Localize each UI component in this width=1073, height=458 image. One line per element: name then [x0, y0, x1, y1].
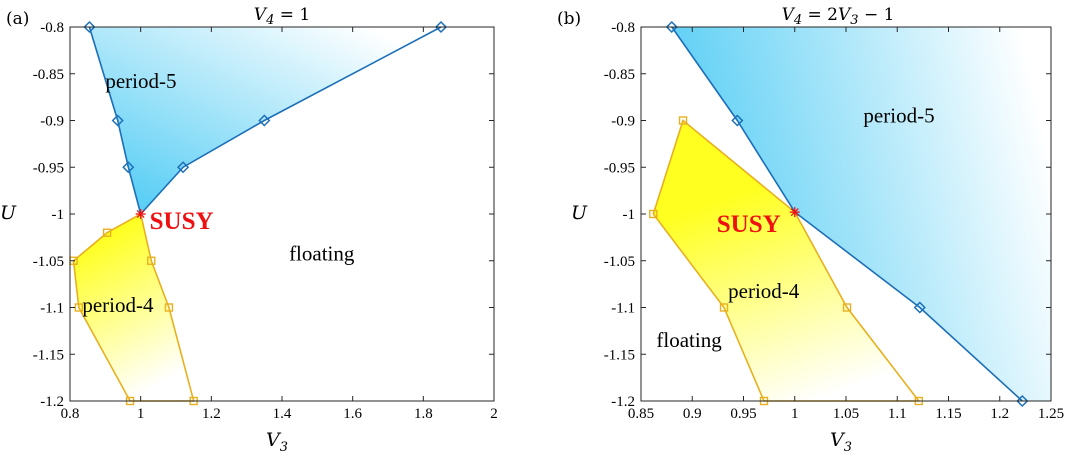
period-5-marker	[731, 114, 744, 127]
panel-title: V4 = 2V3 − 1	[782, 5, 895, 28]
x-tick-label: 1	[137, 406, 145, 422]
period-4-marker	[842, 303, 852, 312]
x-tick-label: 1.05	[833, 406, 859, 422]
period-4-label: period-4	[82, 293, 154, 317]
floating-label: floating	[656, 328, 722, 352]
x-tick-label: 1.6	[343, 406, 362, 422]
y-tick-label: -1	[623, 207, 636, 223]
x-axis-label: V3	[830, 429, 852, 455]
period-5-marker	[177, 161, 190, 174]
period-4-marker	[74, 303, 84, 312]
susy-point-marker	[789, 207, 800, 218]
x-tick-label: 1	[791, 406, 799, 422]
y-tick-label: -0.9	[40, 114, 64, 130]
susy-label: SUSY	[150, 208, 214, 235]
period-5-label: period-5	[105, 69, 176, 93]
period-4-marker	[102, 228, 112, 237]
x-tick-label: 1.4	[273, 406, 292, 422]
panel-letter: (b)	[557, 9, 581, 29]
x-tick-label: 1.2	[990, 406, 1009, 422]
panel-title: V4 = 1	[254, 5, 310, 28]
panel-b: period-5 period-4 SUSY floating 0.85 0.9 0.95 1…	[557, 5, 1064, 455]
y-axis-label: U	[571, 202, 588, 224]
x-tick-label: 1.15	[935, 406, 961, 422]
x-axis-label: V3	[266, 429, 288, 455]
period-4-label: period-4	[728, 279, 800, 303]
period-5-marker	[1016, 394, 1029, 408]
y-tick-label: -1.1	[611, 301, 635, 317]
period-4-region-fill	[73, 214, 194, 401]
floating-label: floating	[289, 241, 355, 265]
y-tick-label: -0.9	[611, 114, 635, 130]
x-tick-label: 0.95	[730, 406, 756, 422]
period-4-region-fill	[653, 120, 919, 401]
period-5-marker	[913, 301, 926, 314]
y-tick-label: -0.85	[604, 67, 635, 83]
period-5-label: period-5	[863, 103, 934, 127]
period-4-marker	[147, 256, 156, 265]
y-tick-label: -1.2	[40, 394, 64, 410]
x-tick-label: 1.8	[414, 406, 433, 422]
x-tick-label: 1.25	[1038, 406, 1064, 422]
y-tick-label: -0.95	[33, 160, 64, 176]
panel-a: period-5 period-4 SUSY floating 0.8 1 1.2 1.4 1.…	[0, 5, 498, 455]
susy-label: SUSY	[717, 211, 781, 238]
x-tick-label: 0.8	[61, 406, 80, 422]
y-tick-label: -1.15	[33, 347, 64, 363]
y-tick-label: -1	[52, 207, 65, 223]
period-5-marker	[122, 161, 135, 174]
y-tick-label: -1.1	[40, 301, 64, 317]
period-5-region-fill	[671, 27, 1051, 401]
period-4-marker	[164, 303, 174, 312]
period-5-marker	[258, 114, 271, 127]
y-tick-label: -1.2	[611, 394, 635, 410]
period-5-marker	[83, 20, 96, 34]
period-4-marker	[649, 209, 658, 219]
x-tick-label: 0.9	[683, 406, 702, 422]
y-tick-label: -0.95	[604, 160, 635, 176]
y-tick-label: -0.8	[40, 20, 64, 36]
x-tick-label: 0.85	[628, 406, 654, 422]
y-tick-label: -1.05	[33, 254, 64, 270]
period-5-marker	[665, 20, 678, 34]
period-5-marker	[111, 114, 124, 127]
x-tick-label: 1.2	[202, 406, 221, 422]
y-axis-label: U	[0, 202, 17, 224]
susy-point-marker	[135, 209, 146, 219]
y-tick-label: -1.05	[604, 254, 635, 270]
period-4-marker	[719, 303, 729, 312]
y-tick-label: -0.8	[611, 20, 635, 36]
panel-letter: (a)	[6, 9, 29, 29]
x-tick-label: 2	[490, 406, 498, 422]
y-tick-label: -1.15	[604, 347, 635, 363]
period-4-marker	[678, 116, 688, 125]
y-tick-label: -0.85	[33, 67, 64, 83]
period-5-marker	[434, 20, 448, 34]
x-tick-label: 1.1	[888, 406, 907, 422]
